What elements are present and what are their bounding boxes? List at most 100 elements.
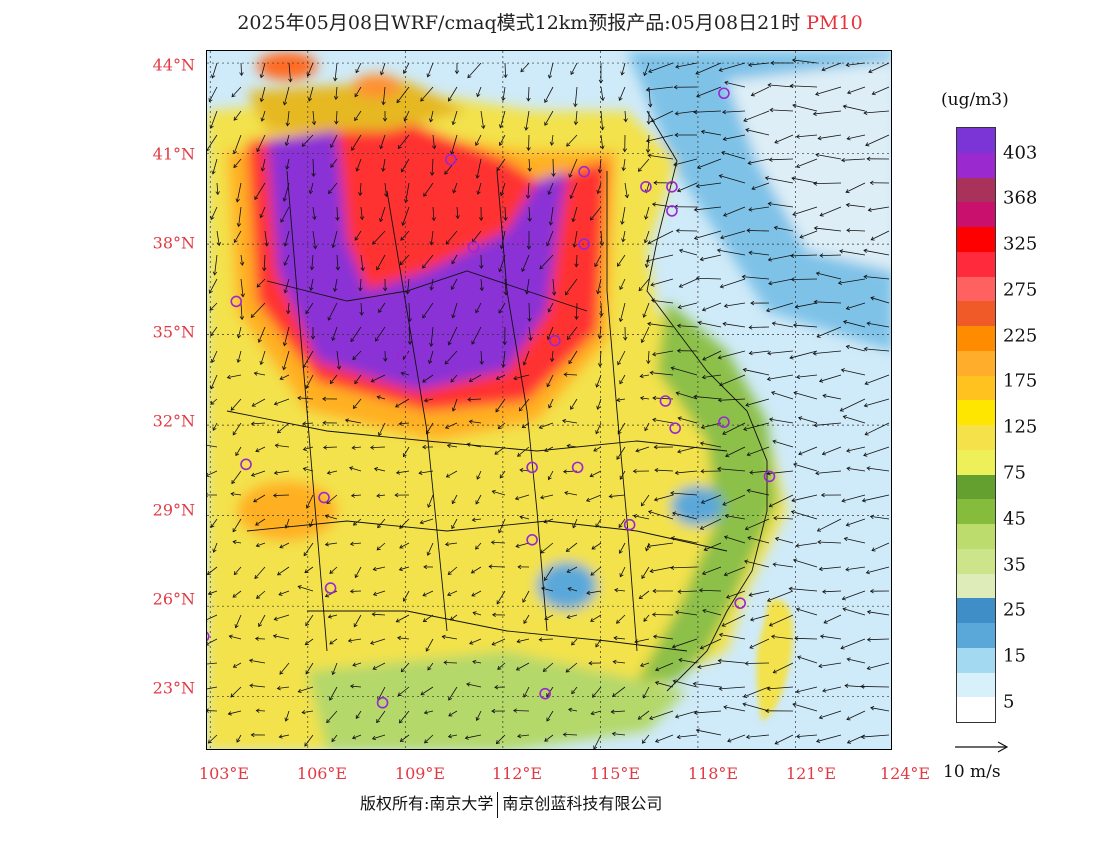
wind-vector-head [498,124,504,129]
wind-vector-head [749,470,754,475]
wind-vector-head [544,447,549,452]
wind-vector [675,62,698,68]
wind-vector-head [383,357,388,362]
wind-vector [456,206,459,219]
wind-vector-head [210,400,215,405]
wind-vector-head [748,325,753,330]
wind-vector [765,177,794,184]
wind-vector-head [791,176,796,181]
wind-vector [767,686,794,690]
wind-vector [792,59,818,64]
wind-vector [279,542,290,549]
wind-vector-head [790,510,796,515]
wind-vector [260,350,266,365]
wind-vector-head [215,191,220,196]
wind-vector-head [466,442,471,447]
wind-vector [743,110,770,122]
wind-vector-head [751,186,756,191]
wind-vector [846,710,866,720]
wind-vector [847,658,866,664]
wind-vector-head [278,734,283,739]
wind-vector [500,110,506,128]
wind-vector [795,637,818,640]
wind-vector-head [428,359,433,365]
wind-vector [372,230,386,245]
wind-vector [718,398,746,401]
wind-vector [675,710,698,718]
city-marker [734,597,746,609]
wind-vector-head [250,421,255,426]
wind-vector [251,470,266,476]
wind-vector-head [646,120,652,125]
wind-vector-head [445,240,450,245]
wind-vector [622,158,626,171]
wind-vector-head [616,455,621,460]
wind-vector-head [209,306,214,311]
wind-vector [330,158,338,168]
wind-vector-head [476,475,481,480]
wind-vector [544,614,554,620]
wind-vector-head [297,585,302,590]
wind-vector [329,566,338,574]
wind-vector-head [519,515,524,520]
wind-vector-head [720,235,725,240]
wind-vector [445,422,458,429]
wind-vector-head [233,571,238,576]
wind-vector-head [207,591,212,596]
wind-vector [586,590,602,594]
wind-vector-head [476,190,481,195]
wind-vector-head [515,666,521,671]
wind-vector [378,422,386,436]
wind-vector [597,398,602,410]
wind-vector-head [373,467,379,472]
wind-vector [528,326,532,341]
wind-vector [724,302,746,307]
wind-vector-head [745,128,750,133]
wind-vector [846,467,866,472]
wind-vector-head [447,571,452,575]
wind-vector-head [620,220,625,225]
wind-vector [611,710,626,713]
wind-vector [312,206,316,220]
wind-vector-head [799,234,804,239]
wind-vector [702,302,722,311]
wind-vector-head [468,419,473,424]
wind-vector [232,518,242,532]
wind-vector-head [817,135,822,141]
city-marker [571,461,584,474]
wind-vector-head [863,403,868,408]
wind-vector-head [358,192,363,197]
wind-vector-head [638,287,643,292]
wind-vector-head [232,528,237,533]
wind-vector [723,206,746,217]
wind-vector-head [817,539,822,545]
wind-vector [480,110,485,129]
wind-vector-head [429,286,434,291]
wind-vector-head [589,473,594,478]
wind-vector [773,563,794,568]
wind-vector-head [431,217,436,222]
wind-vector-head [228,634,233,639]
forecast-map[interactable] [206,50,892,750]
wind-vector [640,662,650,667]
wind-vector [650,278,674,286]
wind-vector [773,662,794,674]
wind-vector [745,398,770,406]
wind-vector-head [870,296,875,301]
lat-label-44: 44°N [152,55,195,75]
wind-vector-head [818,566,823,572]
wind-vector-head [491,708,496,714]
wind-vector-head [741,274,746,280]
wind-vector [499,134,506,146]
wind-vector-head [476,93,481,98]
wind-vector [351,134,362,151]
wind-vector-head [654,738,660,743]
wind-vector-head [513,375,518,381]
wind-vector [743,369,770,376]
wind-vector-head [329,696,333,701]
wind-vector [401,372,410,376]
wind-vector [643,302,650,318]
wind-vector-head [866,665,871,671]
wind-vector-head [593,447,598,452]
city-marker [763,470,776,483]
